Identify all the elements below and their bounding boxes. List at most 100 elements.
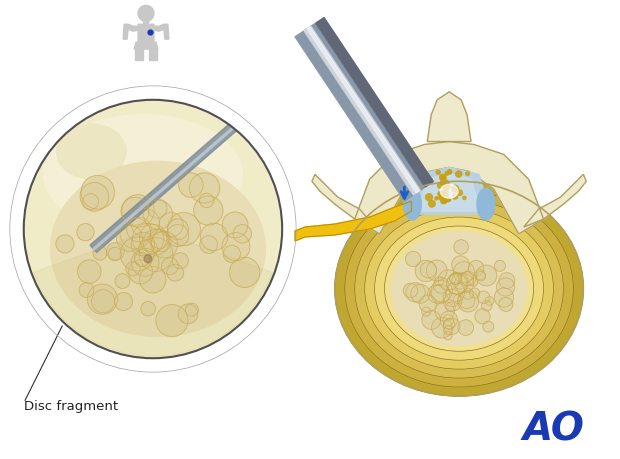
Circle shape <box>438 183 443 188</box>
Ellipse shape <box>56 124 126 179</box>
Circle shape <box>120 218 151 249</box>
Circle shape <box>126 217 151 242</box>
Circle shape <box>229 257 260 287</box>
Polygon shape <box>307 27 419 193</box>
Circle shape <box>443 289 461 307</box>
Circle shape <box>445 196 450 202</box>
Circle shape <box>452 256 469 274</box>
Polygon shape <box>355 141 544 234</box>
Ellipse shape <box>404 188 422 220</box>
Circle shape <box>56 235 74 253</box>
Circle shape <box>92 290 115 313</box>
Circle shape <box>24 100 282 358</box>
Circle shape <box>16 92 290 366</box>
Circle shape <box>134 250 151 266</box>
Circle shape <box>200 235 218 253</box>
Circle shape <box>79 283 94 297</box>
Circle shape <box>222 212 248 238</box>
Polygon shape <box>407 168 491 214</box>
Circle shape <box>428 285 446 303</box>
Circle shape <box>126 262 140 276</box>
Circle shape <box>469 288 480 298</box>
Circle shape <box>422 311 441 330</box>
Circle shape <box>167 213 200 246</box>
Polygon shape <box>143 21 149 24</box>
Text: AO: AO <box>523 411 585 449</box>
Polygon shape <box>128 24 164 42</box>
Circle shape <box>458 291 479 312</box>
Circle shape <box>431 280 453 302</box>
Circle shape <box>444 326 453 335</box>
Circle shape <box>441 192 446 197</box>
Circle shape <box>450 273 461 284</box>
Polygon shape <box>93 114 249 250</box>
Circle shape <box>454 274 474 293</box>
Circle shape <box>115 274 130 289</box>
Polygon shape <box>295 201 412 241</box>
Circle shape <box>443 315 454 325</box>
Polygon shape <box>90 111 250 252</box>
Circle shape <box>443 188 448 192</box>
Circle shape <box>107 242 124 260</box>
Circle shape <box>120 237 154 271</box>
Polygon shape <box>524 174 587 227</box>
Polygon shape <box>149 49 157 60</box>
Circle shape <box>477 291 490 303</box>
Circle shape <box>458 292 475 309</box>
Circle shape <box>131 248 159 276</box>
Circle shape <box>121 197 149 225</box>
Circle shape <box>453 295 463 304</box>
Circle shape <box>131 209 159 237</box>
Circle shape <box>457 190 463 196</box>
Circle shape <box>151 232 171 252</box>
Circle shape <box>499 297 513 311</box>
Circle shape <box>411 284 430 303</box>
Ellipse shape <box>43 115 242 234</box>
Circle shape <box>143 229 169 255</box>
Circle shape <box>403 283 418 298</box>
Circle shape <box>476 265 497 286</box>
Circle shape <box>435 197 438 200</box>
Circle shape <box>193 196 223 225</box>
Circle shape <box>440 311 458 329</box>
Circle shape <box>420 262 436 278</box>
Circle shape <box>117 225 143 252</box>
Polygon shape <box>427 92 471 141</box>
Circle shape <box>446 273 468 295</box>
Circle shape <box>458 320 474 336</box>
Polygon shape <box>123 24 128 39</box>
Circle shape <box>115 292 133 311</box>
Circle shape <box>443 319 454 330</box>
Circle shape <box>162 257 179 274</box>
Circle shape <box>475 270 485 280</box>
Circle shape <box>443 200 446 203</box>
Circle shape <box>167 264 184 281</box>
Circle shape <box>425 194 433 201</box>
Circle shape <box>447 274 467 294</box>
Circle shape <box>178 304 198 324</box>
Circle shape <box>456 171 462 177</box>
Circle shape <box>446 283 465 302</box>
Circle shape <box>199 193 214 207</box>
Circle shape <box>200 223 228 251</box>
Circle shape <box>190 173 219 203</box>
Circle shape <box>140 238 173 271</box>
Circle shape <box>469 278 478 286</box>
Circle shape <box>444 293 461 311</box>
Circle shape <box>156 304 188 336</box>
Circle shape <box>78 260 101 283</box>
Circle shape <box>77 224 94 241</box>
Polygon shape <box>134 42 158 49</box>
Circle shape <box>223 245 241 263</box>
Circle shape <box>445 193 448 196</box>
Circle shape <box>144 200 172 229</box>
Circle shape <box>440 174 446 180</box>
Circle shape <box>476 271 485 281</box>
Circle shape <box>81 175 115 209</box>
Circle shape <box>463 196 466 200</box>
Circle shape <box>422 307 431 316</box>
Circle shape <box>441 198 446 204</box>
Circle shape <box>122 195 154 227</box>
Circle shape <box>475 309 490 324</box>
Ellipse shape <box>345 190 574 387</box>
